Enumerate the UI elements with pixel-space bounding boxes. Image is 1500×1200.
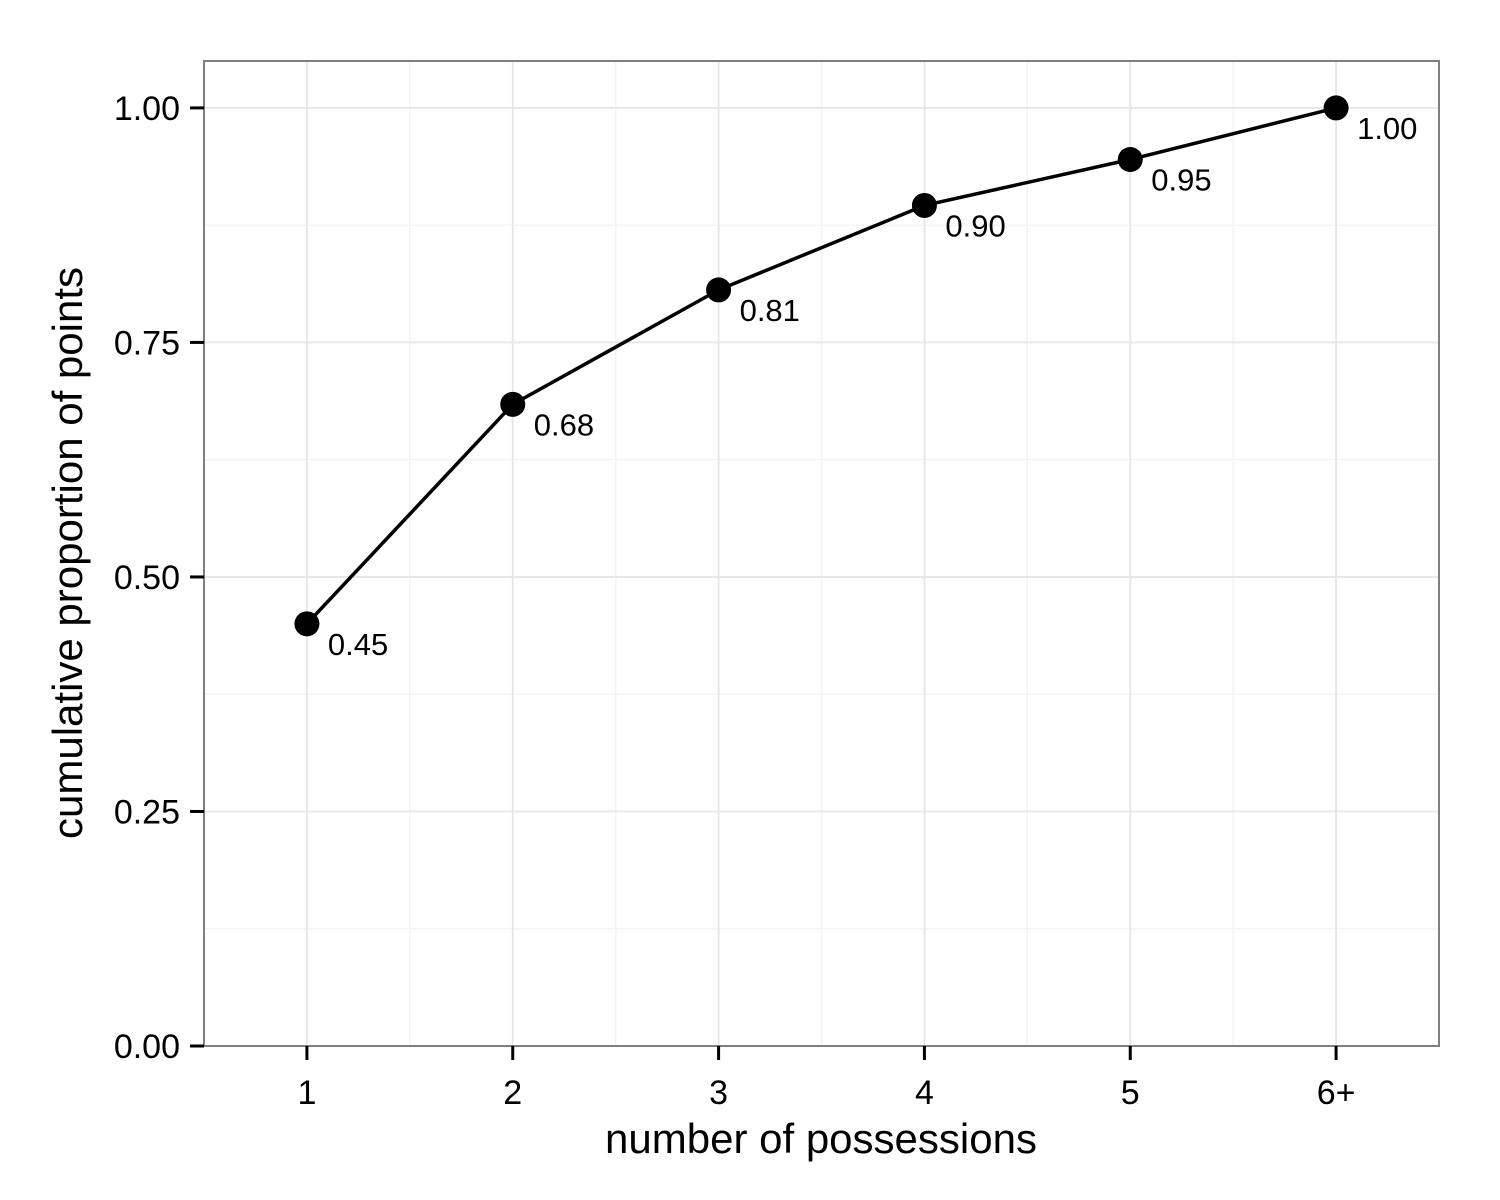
x-axis-title: number of possessions bbox=[605, 1115, 1037, 1162]
x-tick-label: 2 bbox=[503, 1074, 522, 1112]
y-tick-label: 0.00 bbox=[114, 1028, 180, 1066]
data-point bbox=[911, 192, 937, 218]
y-axis: 0.00 0.25 0.50 0.75 1.00 bbox=[114, 90, 204, 1066]
x-tick-label: 5 bbox=[1121, 1074, 1140, 1112]
series-line bbox=[305, 106, 1337, 626]
data-label: 0.68 bbox=[534, 407, 594, 442]
data-label: 0.81 bbox=[740, 293, 800, 328]
y-tick-label: 0.50 bbox=[114, 559, 180, 597]
data-point bbox=[500, 391, 526, 417]
x-tick-label: 4 bbox=[915, 1074, 934, 1112]
x-axis: 1 2 3 4 5 6+ bbox=[297, 1046, 1355, 1112]
data-label: 1.00 bbox=[1357, 111, 1417, 146]
data-point bbox=[1117, 147, 1143, 172]
data-label: 0.95 bbox=[1151, 163, 1211, 198]
y-axis-title: cumulative proportion of points bbox=[44, 267, 91, 839]
plot-panel-border bbox=[203, 60, 1440, 1047]
x-tick-label: 3 bbox=[709, 1074, 728, 1112]
data-point bbox=[706, 277, 732, 303]
minor-gridlines bbox=[204, 61, 1439, 1046]
y-tick-label: 1.00 bbox=[114, 90, 180, 128]
x-tick-label: 1 bbox=[297, 1074, 316, 1112]
x-tick-label: 6+ bbox=[1317, 1074, 1356, 1112]
data-label: 0.90 bbox=[945, 208, 1005, 243]
series-cumulative-proportion: 0.45 0.68 0.81 0.90 0.95 1.00 bbox=[294, 95, 1417, 662]
data-point bbox=[294, 611, 320, 637]
data-point bbox=[1323, 95, 1349, 121]
data-label: 0.45 bbox=[328, 627, 388, 662]
y-tick-label: 0.75 bbox=[114, 324, 180, 362]
y-tick-label: 0.25 bbox=[114, 793, 180, 831]
